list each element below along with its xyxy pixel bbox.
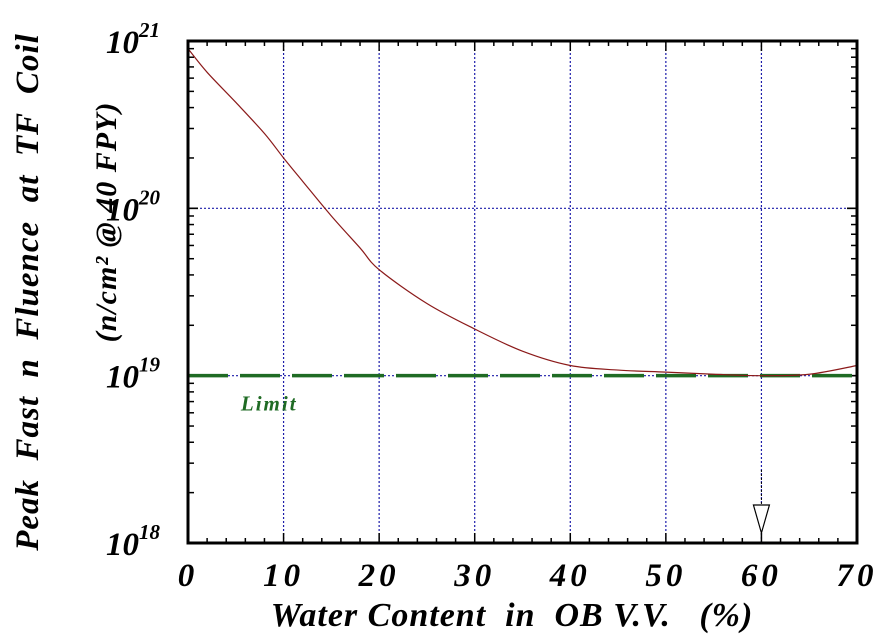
tick-marks bbox=[187, 40, 858, 544]
y-tick-label: 1020 bbox=[106, 185, 161, 228]
x-tick-label: 10 bbox=[263, 558, 304, 594]
series-line bbox=[187, 48, 858, 377]
x-axis-title: Water Content in OB V.V. (%) bbox=[271, 597, 754, 634]
plot-frame bbox=[186, 39, 859, 545]
grid bbox=[188, 41, 857, 543]
x-tick-label: 20 bbox=[358, 558, 400, 594]
y-axis-title-line1: Peak Fast n Fluence at TF Coil bbox=[10, 33, 46, 552]
marker-arrow-icon bbox=[752, 470, 771, 536]
limit-label: Limit bbox=[240, 392, 298, 416]
x-tick-label: 60 bbox=[741, 558, 782, 594]
x-tick-label: 50 bbox=[645, 558, 686, 594]
y-axis-title-line2: (n/cm² @ 40 FPY) bbox=[90, 102, 123, 343]
x-tick-labels: 0 10 20 30 40 50 60 70 bbox=[178, 558, 878, 594]
y-tick-label: 1021 bbox=[106, 18, 160, 61]
x-tick-label: 30 bbox=[453, 558, 495, 594]
y-tick-labels: 1018 1019 1020 1021 bbox=[106, 18, 161, 563]
x-tick-label: 0 bbox=[178, 558, 199, 594]
series-group bbox=[187, 48, 858, 377]
y-tick-label: 1018 bbox=[106, 520, 161, 563]
x-tick-label: 40 bbox=[549, 558, 591, 594]
y-tick-label: 1019 bbox=[106, 353, 161, 396]
x-tick-label: 70 bbox=[837, 558, 878, 594]
marker-arrow-head bbox=[752, 504, 771, 536]
